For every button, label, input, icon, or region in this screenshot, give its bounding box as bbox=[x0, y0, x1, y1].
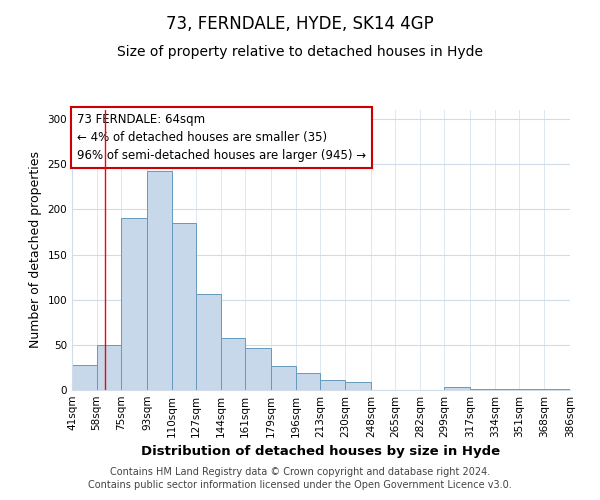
Bar bbox=[520, 389, 544, 390]
Bar bbox=[296, 373, 320, 390]
Text: Size of property relative to detached houses in Hyde: Size of property relative to detached ho… bbox=[117, 45, 483, 59]
Bar bbox=[221, 338, 245, 390]
Text: 73 FERNDALE: 64sqm
← 4% of detached houses are smaller (35)
96% of semi-detached: 73 FERNDALE: 64sqm ← 4% of detached hous… bbox=[77, 113, 366, 162]
Bar bbox=[445, 388, 470, 390]
Bar bbox=[97, 345, 121, 390]
Bar bbox=[245, 348, 271, 390]
Bar bbox=[121, 218, 147, 390]
Bar bbox=[345, 382, 371, 390]
X-axis label: Distribution of detached houses by size in Hyde: Distribution of detached houses by size … bbox=[142, 446, 500, 458]
Bar bbox=[320, 380, 345, 390]
Bar bbox=[470, 389, 495, 390]
Bar bbox=[72, 364, 97, 390]
Bar bbox=[172, 223, 196, 390]
Y-axis label: Number of detached properties: Number of detached properties bbox=[29, 152, 42, 348]
Bar bbox=[147, 170, 172, 390]
Bar bbox=[271, 366, 296, 390]
Bar bbox=[544, 389, 570, 390]
Bar bbox=[196, 294, 221, 390]
Text: 73, FERNDALE, HYDE, SK14 4GP: 73, FERNDALE, HYDE, SK14 4GP bbox=[166, 15, 434, 33]
Bar bbox=[495, 389, 520, 390]
Text: Contains HM Land Registry data © Crown copyright and database right 2024.
Contai: Contains HM Land Registry data © Crown c… bbox=[88, 467, 512, 490]
